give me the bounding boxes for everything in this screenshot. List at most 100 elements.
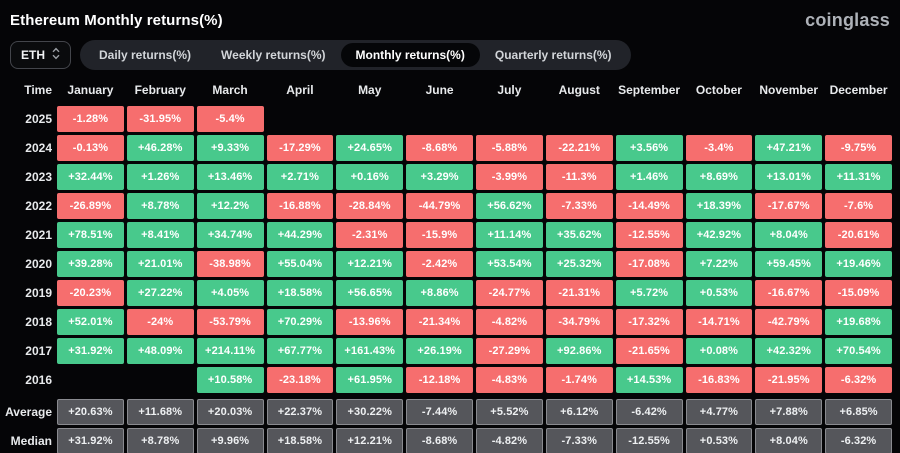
empty-cell: [616, 106, 683, 132]
return-cell: +7.88%: [755, 399, 823, 425]
return-cell: +8.78%: [126, 193, 194, 219]
return-cell: +14.53%: [615, 367, 683, 393]
return-cell: +30.22%: [336, 399, 404, 425]
returns-table: Time January February March April May June July…: [5, 78, 892, 453]
table-row-2024: 2024 -0.13% +46.28% +9.33% -17.29% +24.65% -8.…: [8, 135, 892, 161]
tab-quarterly[interactable]: Quarterly returns(%): [494, 48, 612, 62]
return-cell: -16.83%: [685, 367, 753, 393]
return-cell: -24%: [126, 309, 194, 335]
return-cell: +13.01%: [755, 164, 823, 190]
tab-weekly[interactable]: Weekly returns(%): [221, 48, 326, 62]
up-down-chevron-icon: [52, 47, 60, 63]
tab-daily[interactable]: Daily returns(%): [99, 48, 192, 62]
return-cell: -21.95%: [755, 367, 823, 393]
empty-cell: [825, 106, 892, 132]
table-row-2023: 2023 +32.44% +1.26% +13.46% +2.71% +0.16% +3.2…: [8, 164, 892, 190]
coinglass-logo: coinglass: [805, 10, 890, 30]
return-cell: -5.88%: [476, 135, 543, 161]
row-label: 2025: [25, 112, 52, 126]
column-header-april: April: [286, 83, 314, 97]
return-cell: +34.74%: [196, 222, 264, 248]
return-cell: +31.92%: [57, 428, 124, 453]
return-cell: -7.6%: [825, 193, 892, 219]
return-cell: -27.29%: [476, 338, 543, 364]
return-cell: +92.86%: [545, 338, 613, 364]
return-cell: +10.58%: [196, 367, 264, 393]
table-row-2025: 2025 -1.28% -31.95% -5.4%: [8, 106, 892, 132]
return-cell: -26.89%: [57, 193, 124, 219]
return-cell: +0.53%: [685, 280, 753, 306]
return-cell: +27.22%: [126, 280, 194, 306]
return-cell: -7.44%: [406, 399, 473, 425]
return-cell: -53.79%: [196, 309, 264, 335]
return-cell: -4.82%: [476, 309, 543, 335]
column-header-february: February: [134, 83, 186, 97]
row-label: 2024: [25, 141, 52, 155]
return-cell: -13.96%: [336, 309, 404, 335]
return-cell: +8.78%: [126, 428, 194, 453]
return-cell: -2.42%: [406, 251, 473, 277]
return-cell: -7.33%: [545, 428, 613, 453]
return-cell: +26.19%: [406, 338, 473, 364]
return-cell: +3.29%: [406, 164, 473, 190]
return-cell: -23.18%: [266, 367, 334, 393]
return-cell: +19.68%: [825, 309, 892, 335]
return-cell: +11.14%: [476, 222, 543, 248]
column-header-august: August: [558, 83, 600, 97]
return-cell: -17.08%: [615, 251, 683, 277]
page-title: Ethereum Monthly returns(%): [10, 12, 223, 29]
empty-cell: [406, 106, 473, 132]
table-row-average: Average +20.63% +11.68% +20.03% +22.37% +30.2…: [5, 399, 892, 425]
row-label: 2022: [25, 199, 52, 213]
return-cell: +12.21%: [336, 251, 404, 277]
return-cell: +5.52%: [476, 399, 543, 425]
return-cell: +8.69%: [685, 164, 753, 190]
return-cell: +42.32%: [755, 338, 823, 364]
return-cell: +46.28%: [126, 135, 194, 161]
row-label: Median: [10, 434, 52, 448]
return-cell: +55.04%: [266, 251, 334, 277]
symbol-label: ETH: [21, 48, 45, 62]
column-header-july: July: [497, 83, 522, 97]
return-cell: +47.21%: [755, 135, 823, 161]
return-cell: +214.11%: [196, 338, 264, 364]
empty-cell: [686, 106, 753, 132]
return-cell: +70.29%: [266, 309, 334, 335]
return-cell: -21.65%: [615, 338, 683, 364]
return-cell: -15.09%: [825, 280, 892, 306]
return-cell: -11.3%: [545, 164, 613, 190]
return-cell: +18.58%: [266, 428, 334, 453]
return-cell: -17.32%: [615, 309, 683, 335]
return-cell: +70.54%: [825, 338, 892, 364]
table-row-2018: 2018 +52.01% -24% -53.79% +70.29% -13.96% -21.…: [8, 309, 892, 335]
return-cell: +11.68%: [126, 399, 194, 425]
return-cell: -20.23%: [57, 280, 124, 306]
return-cell: -24.77%: [476, 280, 543, 306]
return-cell: +31.92%: [57, 338, 124, 364]
return-cell: +25.32%: [545, 251, 613, 277]
tabs: Daily returns(%) Weekly returns(%) Monthly…: [80, 40, 631, 70]
return-cell: +35.62%: [545, 222, 613, 248]
tab-monthly[interactable]: Monthly returns(%): [340, 43, 480, 67]
row-label: Average: [5, 405, 52, 419]
table-row-2021: 2021 +78.51% +8.41% +34.74% +44.29% -2.31% -15…: [8, 222, 892, 248]
empty-cell: [267, 106, 334, 132]
empty-cell: [336, 106, 403, 132]
return-cell: -14.71%: [685, 309, 753, 335]
table-row-2019: 2019 -20.23% +27.22% +4.05% +18.58% +56.65% +8…: [8, 280, 892, 306]
return-cell: -16.67%: [755, 280, 823, 306]
return-cell: +9.33%: [196, 135, 264, 161]
return-cell: -6.42%: [615, 399, 683, 425]
return-cell: +18.39%: [685, 193, 753, 219]
return-cell: +61.95%: [336, 367, 404, 393]
return-cell: -21.34%: [406, 309, 473, 335]
return-cell: -2.31%: [336, 222, 404, 248]
row-label: 2018: [25, 315, 52, 329]
symbol-selector[interactable]: ETH: [10, 41, 71, 69]
return-cell: +42.92%: [685, 222, 753, 248]
return-cell: +6.12%: [545, 399, 613, 425]
return-cell: +4.05%: [196, 280, 264, 306]
column-header-time: Time: [24, 83, 52, 97]
return-cell: -0.13%: [57, 135, 124, 161]
